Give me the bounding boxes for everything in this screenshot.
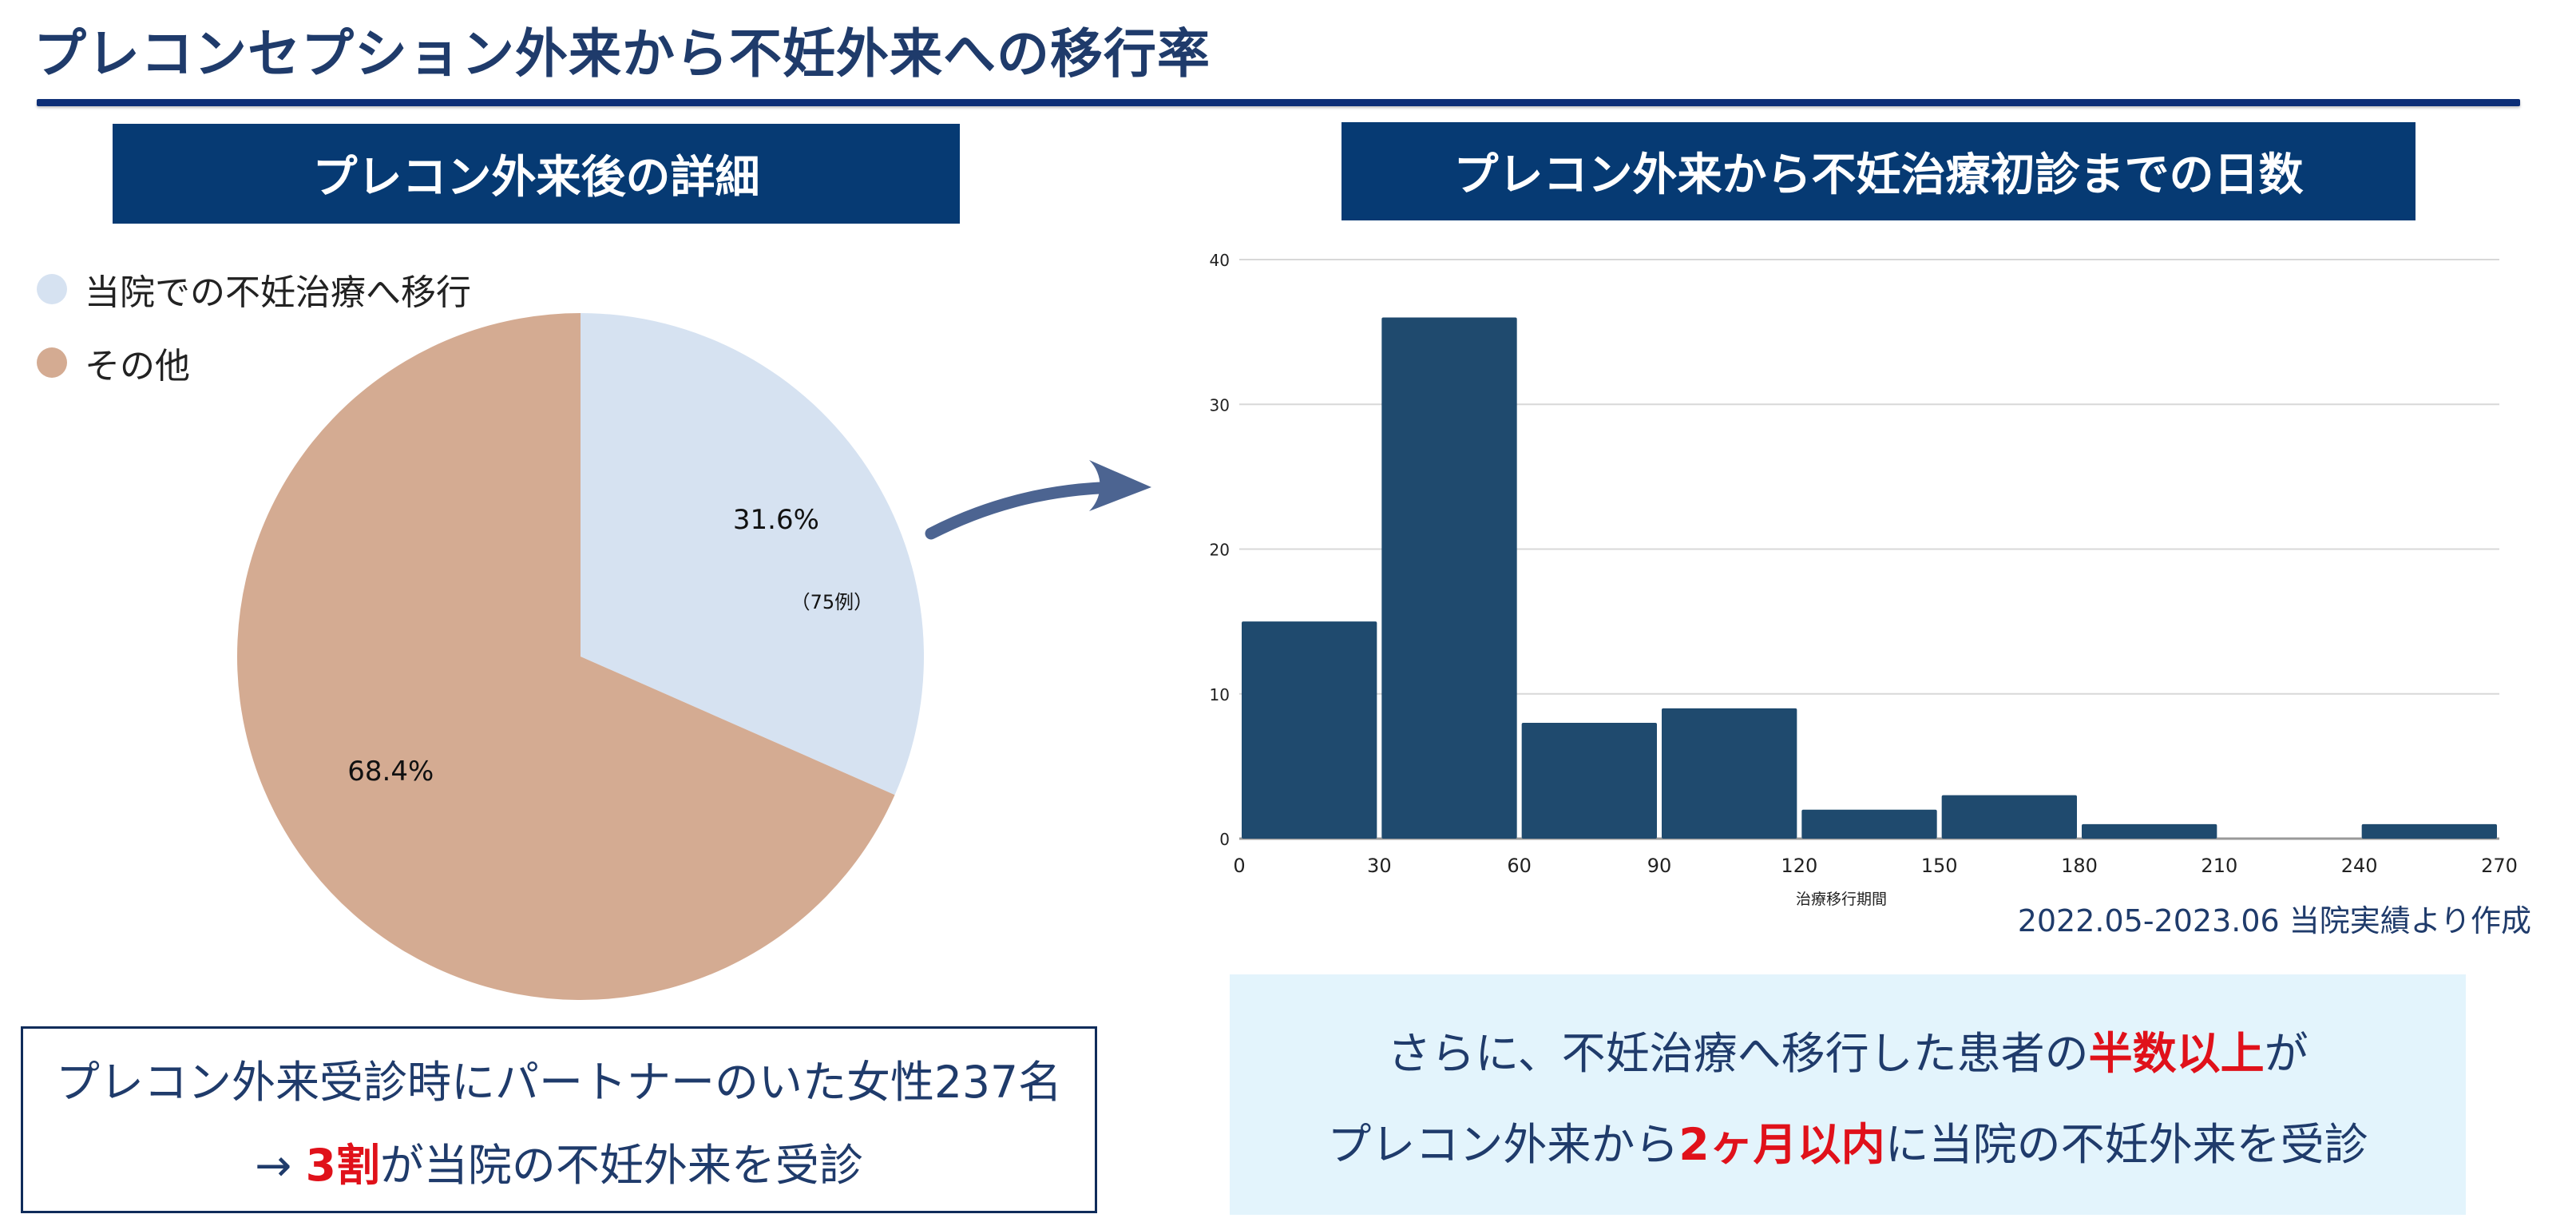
- summary-right-line1-prefix: さらに、不妊治療へ移行した患者の: [1387, 1027, 2089, 1079]
- legend-label-transition: 当院での不妊治療へ移行: [85, 272, 471, 313]
- legend-item-transition: 当院での不妊治療へ移行: [37, 264, 471, 315]
- curved-arrow-icon: [925, 460, 1151, 540]
- x-tick-label: 240: [2341, 855, 2378, 877]
- pie-label-other: 68.4%: [347, 756, 434, 788]
- summary-left-line2: → 3割が当院の不妊外来を受診: [23, 1129, 1095, 1193]
- x-tick-label: 150: [1921, 855, 1958, 877]
- page-title: プレコンセプション外来から不妊外来への移行率: [34, 23, 1211, 85]
- summary-right-line1-suffix: が: [2264, 1027, 2308, 1079]
- histogram-bar: [1242, 621, 1377, 839]
- summary-left-line1: プレコン外来受診時にパートナーのいた女性237名: [56, 1057, 1062, 1108]
- histogram-chart: 0 10 20 30 40 0 30 60 90 120 150 180 210 240 270 治療移行期間: [1210, 251, 2518, 908]
- pie-sub-label: （75例）: [791, 591, 874, 613]
- pie-slice-other: [237, 313, 895, 1000]
- histogram-bar: [2082, 823, 2217, 839]
- x-tick-label: 30: [1367, 855, 1392, 877]
- x-tick-label: 180: [2061, 855, 2098, 877]
- histogram-bar: [2361, 823, 2497, 839]
- x-axis-label: 治療移行期間: [1796, 891, 1887, 908]
- y-tick-label: 0: [1219, 830, 1230, 849]
- pie-label-transition: 31.6%: [733, 504, 819, 536]
- y-tick-label: 10: [1210, 685, 1230, 704]
- legend-item-other: その他: [37, 337, 471, 388]
- legend-swatch-transition: [37, 274, 67, 304]
- summary-right-line2-suffix: に当院の不妊外来を受診: [1884, 1118, 2368, 1170]
- legend-swatch-other: [37, 347, 67, 378]
- pie-slice-transition: [581, 313, 924, 795]
- x-tick-label: 270: [2481, 855, 2518, 877]
- x-tick-label: 60: [1507, 855, 1532, 877]
- summary-right-line1-highlight: 半数以上: [2088, 1027, 2265, 1079]
- summary-left-arrow-text: →: [255, 1140, 306, 1191]
- summary-left-suffix: が当院の不妊外来を受診: [379, 1140, 863, 1191]
- histogram-bar: [1801, 809, 1937, 839]
- histogram-bar: [1941, 795, 2077, 839]
- summary-note-left: プレコン外来受診時にパートナーのいた女性237名 → 3割が当院の不妊外来を受診: [21, 1026, 1097, 1213]
- y-tick-label: 20: [1210, 541, 1230, 560]
- summary-right-line2: プレコン外来から2ヶ月以内に当院の不妊外来を受診: [1230, 1109, 2466, 1172]
- summary-right-line2-prefix: プレコン外来から: [1327, 1118, 1679, 1170]
- pie-legend: 当院での不妊治療へ移行 その他: [37, 264, 471, 411]
- x-tick-label: 90: [1647, 855, 1672, 877]
- title-divider: [37, 99, 2520, 106]
- source-note: 2022.05-2023.06 当院実績より作成: [2017, 903, 2531, 938]
- y-tick-label: 30: [1210, 395, 1230, 415]
- pie-chart: 31.6% （75例） 68.4%: [237, 313, 924, 1000]
- y-tick-label: 40: [1210, 251, 1230, 270]
- histogram-section-banner: プレコン外来から不妊治療初診までの日数: [1342, 122, 2415, 220]
- summary-left-highlight: 3割: [305, 1140, 380, 1191]
- x-tick-label: 0: [1233, 855, 1245, 877]
- pie-section-banner: プレコン外来後の詳細: [113, 124, 960, 224]
- x-tick-label: 210: [2201, 855, 2237, 877]
- summary-right-line2-highlight: 2ヶ月以内: [1678, 1118, 1885, 1170]
- histogram-bar: [1521, 723, 1657, 839]
- summary-note-right: さらに、不妊治療へ移行した患者の半数以上が プレコン外来から2ヶ月以内に当院の不…: [1230, 974, 2466, 1215]
- summary-right-line1: さらに、不妊治療へ移行した患者の半数以上が: [1230, 1018, 2466, 1081]
- x-tick-label: 120: [1781, 855, 1817, 877]
- legend-label-other: その他: [85, 346, 190, 387]
- histogram-bar: [1662, 708, 1797, 839]
- histogram-bar: [1381, 317, 1517, 839]
